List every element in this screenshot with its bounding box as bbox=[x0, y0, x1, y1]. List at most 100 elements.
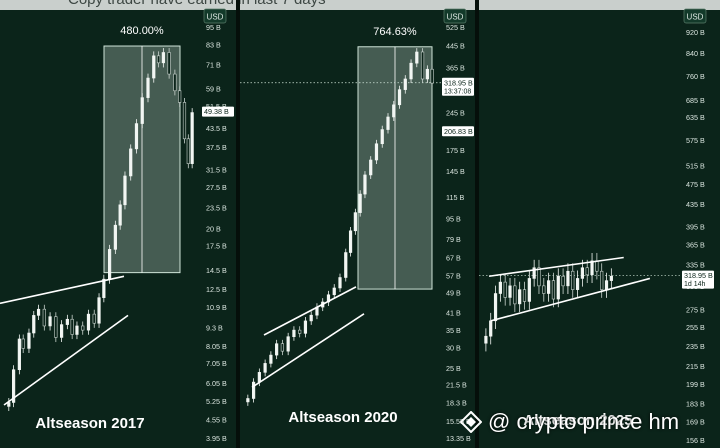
candle-body bbox=[566, 270, 570, 287]
candle-body bbox=[537, 267, 541, 287]
candle-body bbox=[532, 267, 536, 279]
candle-body bbox=[503, 281, 507, 298]
candle-body bbox=[186, 138, 190, 164]
candle-body bbox=[542, 285, 546, 294]
candle-body bbox=[178, 90, 182, 103]
candle-body bbox=[600, 270, 604, 290]
y-tick-label: 95 B bbox=[446, 214, 461, 223]
candle-body bbox=[286, 336, 290, 352]
candle-body bbox=[380, 129, 384, 145]
candle-body bbox=[353, 212, 357, 232]
candle-body bbox=[338, 277, 342, 289]
candle-body bbox=[167, 52, 171, 75]
candle-body bbox=[580, 267, 584, 279]
candle-body bbox=[118, 204, 122, 226]
candle-body bbox=[298, 329, 302, 334]
trendline bbox=[0, 275, 125, 305]
chart-title: Altseason 2017 bbox=[35, 415, 144, 432]
candle-body bbox=[108, 249, 112, 280]
y-tick-label: 255 B bbox=[686, 323, 705, 332]
y-tick-label: 57 B bbox=[446, 272, 461, 281]
candle-body bbox=[156, 55, 161, 64]
y-tick-label: 23.5 B bbox=[206, 204, 227, 213]
y-tick-label: 215 B bbox=[686, 362, 705, 371]
y-tick-label: 435 B bbox=[686, 200, 705, 209]
price-tag-box bbox=[682, 270, 714, 289]
candle-body bbox=[182, 102, 187, 140]
y-tick-label: 175 B bbox=[446, 146, 465, 155]
candle-body bbox=[374, 143, 379, 161]
candle-body bbox=[280, 343, 285, 352]
panel-divider-left bbox=[236, 0, 240, 448]
candle-body bbox=[97, 297, 101, 324]
price-tag-label: 49.38 B bbox=[204, 107, 229, 116]
y-tick-label: 67 B bbox=[446, 253, 461, 262]
candle-body bbox=[386, 116, 390, 130]
candle-body bbox=[604, 280, 609, 290]
chart-title: Altseason 2025 bbox=[523, 412, 632, 429]
candle-body bbox=[257, 372, 261, 383]
price-tag-label: 318.95 B bbox=[684, 271, 713, 280]
candle-body bbox=[590, 260, 594, 276]
y-tick-label: 275 B bbox=[686, 306, 705, 315]
candle-body bbox=[575, 278, 580, 290]
candle-body bbox=[561, 275, 565, 287]
price-tag-box bbox=[202, 106, 234, 117]
candle-body bbox=[48, 316, 52, 327]
candle-body bbox=[547, 280, 551, 294]
candle-body bbox=[489, 320, 493, 337]
y-tick-label: 245 B bbox=[446, 108, 465, 117]
candle-body bbox=[595, 260, 599, 272]
candle-body bbox=[146, 77, 150, 98]
price-tag-box bbox=[442, 77, 474, 96]
candle-body bbox=[59, 324, 64, 338]
candle-body bbox=[508, 285, 512, 298]
candle-body bbox=[369, 159, 373, 176]
y-tick-label: 169 B bbox=[686, 418, 705, 427]
y-tick-label: 635 B bbox=[686, 113, 705, 122]
candle-body bbox=[527, 278, 531, 302]
y-tick-label: 5.25 B bbox=[206, 397, 227, 406]
candle-body bbox=[190, 112, 194, 164]
y-tick-label: 12.5 B bbox=[206, 285, 227, 294]
candle-body bbox=[21, 338, 25, 349]
y-tick-label: 515 B bbox=[686, 161, 705, 170]
candle-body bbox=[65, 318, 69, 325]
candle-body bbox=[70, 318, 74, 335]
y-tick-label: 760 B bbox=[686, 72, 705, 81]
candle-body bbox=[123, 175, 127, 206]
candle-body bbox=[12, 369, 16, 403]
y-tick-label: 30 B bbox=[446, 343, 461, 352]
y-tick-label: 920 B bbox=[686, 28, 705, 37]
candle-body bbox=[522, 289, 527, 302]
y-tick-label: 7.05 B bbox=[206, 359, 227, 368]
candle-body bbox=[75, 325, 79, 335]
candle-body bbox=[392, 104, 396, 118]
candle-body bbox=[173, 73, 177, 92]
candle-body bbox=[571, 270, 575, 290]
y-tick-label: 525 B bbox=[446, 23, 465, 32]
candle-body bbox=[498, 281, 502, 294]
y-tick-label: 475 B bbox=[686, 180, 705, 189]
candle-body bbox=[246, 398, 250, 403]
candle-body bbox=[397, 89, 402, 106]
y-tick-label: 37.5 B bbox=[206, 143, 227, 152]
y-tick-label: 115 B bbox=[446, 193, 464, 202]
trendline bbox=[251, 313, 365, 388]
candle-body bbox=[348, 230, 353, 253]
y-tick-label: 365 B bbox=[446, 64, 465, 73]
chart-title: Altseason 2020 bbox=[288, 409, 397, 426]
candle-body bbox=[292, 329, 296, 338]
candle-body bbox=[102, 278, 106, 298]
y-tick-label: 27.5 B bbox=[206, 183, 227, 192]
y-tick-label: 365 B bbox=[686, 241, 705, 250]
y-tick-label: 9.3 B bbox=[206, 323, 223, 332]
candle-body bbox=[275, 343, 279, 356]
y-tick-label: 6.05 B bbox=[206, 379, 227, 388]
y-tick-label: 21.5 B bbox=[446, 381, 467, 390]
candle-body bbox=[252, 381, 256, 399]
diamond-logo-icon bbox=[460, 411, 482, 433]
candle-body bbox=[332, 287, 336, 296]
candle-body bbox=[134, 123, 139, 150]
price-tag-label: 206.83 B bbox=[444, 127, 473, 136]
